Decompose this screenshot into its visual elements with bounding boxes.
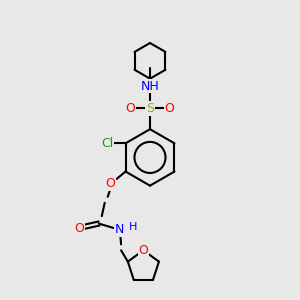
Text: O: O [106,177,116,190]
Text: O: O [74,221,84,235]
Text: N: N [115,223,124,236]
Text: H: H [129,222,137,232]
Text: NH: NH [141,80,159,93]
Text: O: O [126,102,136,115]
Text: O: O [138,244,148,257]
Text: Cl: Cl [102,137,114,150]
Text: O: O [164,102,174,115]
Text: S: S [146,102,154,115]
